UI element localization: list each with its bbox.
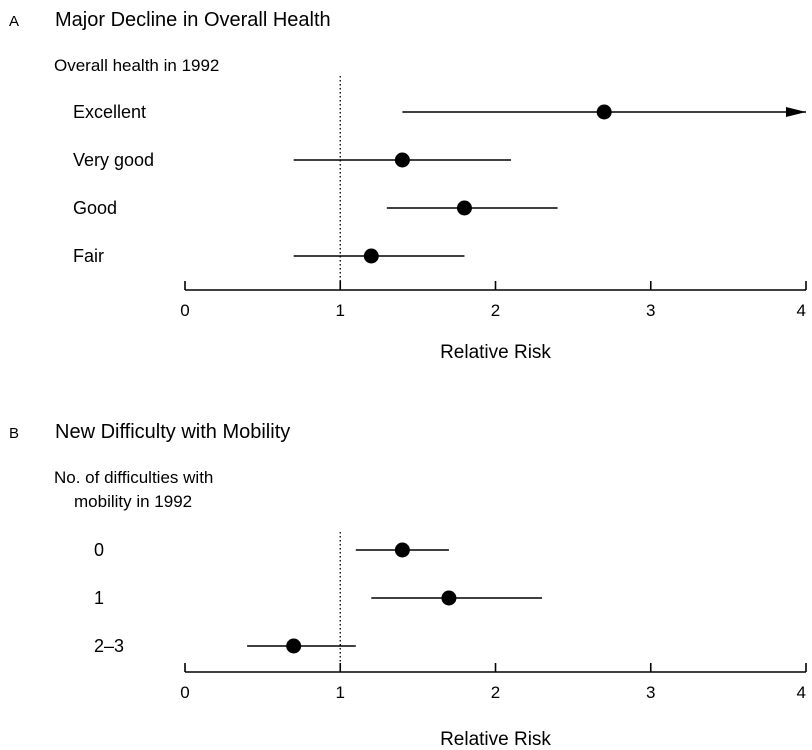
panel-b-x-tick-label: 4 — [797, 683, 806, 702]
panel-b-x-axis-label: Relative Risk — [440, 729, 551, 750]
panel-b-row-label: 2–3 — [94, 636, 124, 656]
panel-a-row-label: Very good — [73, 150, 154, 170]
panel-a-point-estimate — [364, 249, 379, 264]
panel-a-x-tick-label: 3 — [646, 301, 655, 320]
panel-b-point-estimate — [441, 591, 456, 606]
panel-a-point-estimate — [597, 105, 612, 120]
panel-b-x-tick-label: 2 — [491, 683, 500, 702]
panel-b-title: New Difficulty with Mobility — [55, 421, 290, 443]
panel-b-group-label-line: mobility in 1992 — [74, 492, 192, 511]
panel-b-point-estimate — [395, 543, 410, 558]
panel-a-row-label: Excellent — [73, 102, 146, 122]
panel-a-x-tick-label: 4 — [797, 301, 806, 320]
panel-b-row-label: 0 — [94, 540, 104, 560]
panel-b-x-tick-label: 1 — [336, 683, 345, 702]
panel-b-x-tick-label: 3 — [646, 683, 655, 702]
panel-a-point-estimate — [395, 153, 410, 168]
panel-a-group-label-line: Overall health in 1992 — [54, 56, 219, 75]
panel-a-x-tick-label: 1 — [336, 301, 345, 320]
panel-b-point-estimate — [286, 639, 301, 654]
panel-a-point-estimate — [457, 201, 472, 216]
panel-a-letter: A — [9, 13, 19, 30]
panel-a-x-tick-label: 2 — [491, 301, 500, 320]
panel-a-row-label: Fair — [73, 246, 104, 266]
panel-a-row-label: Good — [73, 198, 117, 218]
panel-b-letter: B — [9, 425, 19, 442]
panel-b-row-label: 1 — [94, 588, 104, 608]
panel-b-group-label-line: No. of difficulties with — [54, 468, 213, 487]
panel-a-x-axis-label: Relative Risk — [440, 342, 551, 363]
panel-a-x-tick-label: 0 — [180, 301, 189, 320]
panel-b-x-tick-label: 0 — [180, 683, 189, 702]
panel-a-title: Major Decline in Overall Health — [55, 9, 331, 31]
